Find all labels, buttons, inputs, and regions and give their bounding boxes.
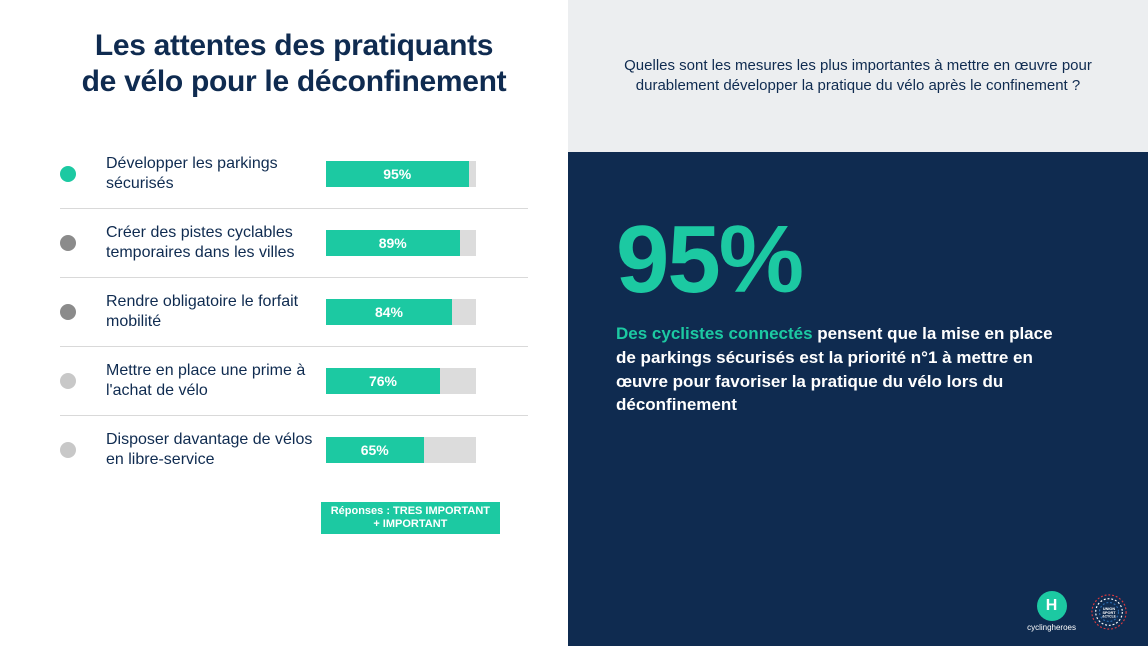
cyclingheroes-logo: H cyclingheroes <box>1027 591 1076 632</box>
legend-badge: Réponses : TRES IMPORTANT + IMPORTANT <box>321 502 500 534</box>
bar-track: 65% <box>326 437 476 463</box>
legend-line-1: Réponses : TRES IMPORTANT <box>331 505 490 518</box>
page-title: Les attentes des pratiquants de vélo pou… <box>74 28 514 100</box>
bar-fill: 89% <box>326 230 460 256</box>
highlight-box: 95% Des cyclistes connectés pensent que … <box>568 152 1148 646</box>
legend-line-2: + IMPORTANT <box>331 518 490 531</box>
question-text: Quelles sont les mesures les plus import… <box>614 56 1102 97</box>
bar-fill: 65% <box>326 437 424 463</box>
bar-track: 89% <box>326 230 476 256</box>
row-label: Mettre en place une prime à l'achat de v… <box>106 361 326 401</box>
highlight-text: Des cyclistes connectés pensent que la m… <box>616 322 1056 417</box>
bar-chart: Développer les parkings sécurisés95% Crée… <box>60 140 528 484</box>
bar-track: 84% <box>326 299 476 325</box>
question-box: Quelles sont les mesures les plus import… <box>568 0 1148 152</box>
bullet-dot <box>60 373 76 389</box>
chart-row: Rendre obligatoire le forfait mobilité84… <box>60 278 528 347</box>
union-sport-cycle-logo: UNION SPORT &CYCLE <box>1090 593 1128 631</box>
bar-cell: 89% <box>326 230 486 256</box>
bar-fill: 84% <box>326 299 452 325</box>
chart-row: Mettre en place une prime à l'achat de v… <box>60 347 528 416</box>
bar-cell: 95% <box>326 161 486 187</box>
bullet-dot <box>60 235 76 251</box>
right-panel: Quelles sont les mesures les plus import… <box>568 0 1148 646</box>
chart-row: Disposer davantage de vélos en libre-ser… <box>60 416 528 484</box>
bar-fill: 95% <box>326 161 469 187</box>
bar-fill: 76% <box>326 368 440 394</box>
chart-row: Développer les parkings sécurisés95% <box>60 140 528 209</box>
row-label: Créer des pistes cyclables temporaires d… <box>106 223 326 263</box>
bar-cell: 65% <box>326 437 486 463</box>
highlight-percentage: 95% <box>616 212 1100 308</box>
left-panel: Les attentes des pratiquants de vélo pou… <box>0 0 568 646</box>
bullet-dot <box>60 304 76 320</box>
cyclingheroes-label: cyclingheroes <box>1027 623 1076 632</box>
cyclingheroes-icon: H <box>1037 591 1067 621</box>
svg-text:&CYCLE: &CYCLE <box>1102 614 1116 618</box>
bar-cell: 76% <box>326 368 486 394</box>
row-label: Disposer davantage de vélos en libre-ser… <box>106 430 326 470</box>
row-label: Développer les parkings sécurisés <box>106 154 326 194</box>
bar-track: 95% <box>326 161 476 187</box>
bar-track: 76% <box>326 368 476 394</box>
bar-cell: 84% <box>326 299 486 325</box>
highlight-lead: Des cyclistes connectés <box>616 324 813 343</box>
bullet-dot <box>60 166 76 182</box>
row-label: Rendre obligatoire le forfait mobilité <box>106 292 326 332</box>
logos: H cyclingheroes UNION SPORT &CYCLE <box>1027 591 1128 632</box>
chart-row: Créer des pistes cyclables temporaires d… <box>60 209 528 278</box>
bullet-dot <box>60 442 76 458</box>
infographic-page: Les attentes des pratiquants de vélo pou… <box>0 0 1148 646</box>
